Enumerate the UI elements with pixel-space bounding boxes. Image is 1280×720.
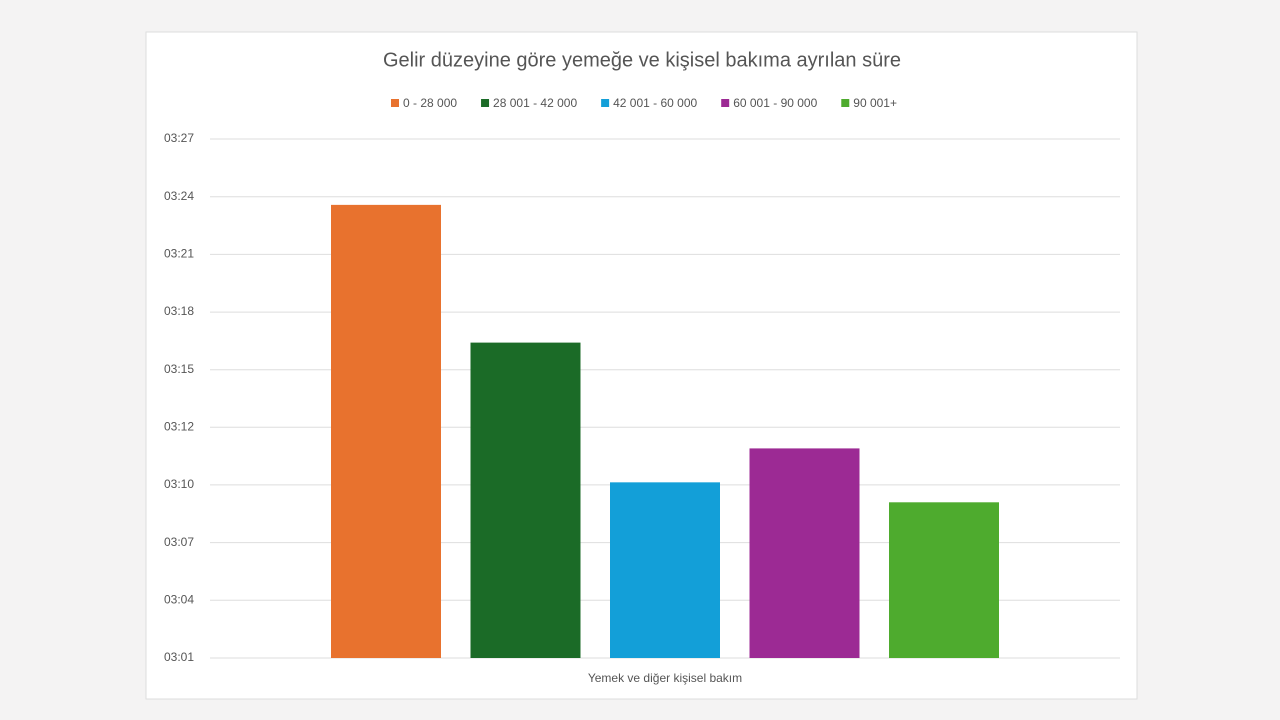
bar <box>470 342 581 658</box>
y-tick-label: 03:10 <box>164 477 194 491</box>
y-tick-label: 03:12 <box>164 419 194 433</box>
legend-swatch <box>841 99 850 107</box>
y-tick-label: 03:04 <box>164 592 194 606</box>
y-tick-label: 03:18 <box>164 304 194 318</box>
legend-label: 90 001+ <box>853 96 897 110</box>
legend-swatch <box>721 99 730 107</box>
legend-label: 42 001 - 60 000 <box>613 96 697 110</box>
y-tick-label: 03:01 <box>164 650 194 664</box>
y-tick-label: 03:07 <box>164 535 194 549</box>
legend-label: 60 001 - 90 000 <box>733 96 817 110</box>
chart-title: Gelir düzeyine göre yemeğe ve kişisel ba… <box>383 49 901 71</box>
bar <box>331 204 441 658</box>
y-tick-label: 03:27 <box>164 131 194 145</box>
y-tick-label: 03:21 <box>164 247 194 261</box>
y-tick-label: 03:24 <box>164 189 194 203</box>
legend-label: 0 - 28 000 <box>403 96 457 110</box>
legend-swatch <box>601 99 610 107</box>
legend-swatch <box>481 99 490 107</box>
legend-label: 28 001 - 42 000 <box>493 96 577 110</box>
bar <box>889 502 999 658</box>
x-axis-label: Yemek ve diğer kişisel bakım <box>588 671 742 685</box>
y-tick-label: 03:15 <box>164 362 194 376</box>
legend-swatch <box>391 99 399 107</box>
bar <box>610 482 720 658</box>
bar <box>749 448 860 658</box>
